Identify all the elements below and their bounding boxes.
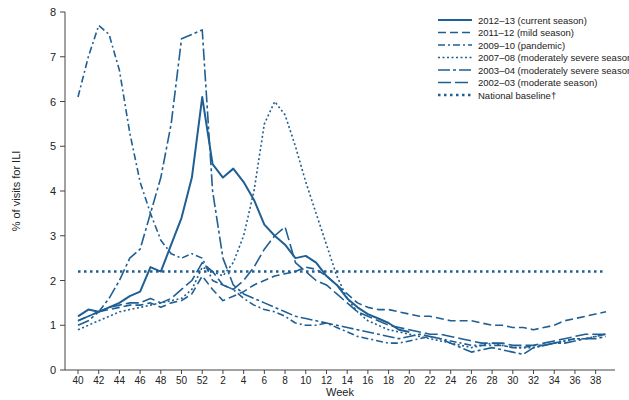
x-tick xyxy=(574,370,575,374)
x-tick-label: 18 xyxy=(383,375,395,386)
legend-swatch xyxy=(438,82,472,84)
x-tick-label: 10 xyxy=(300,375,312,386)
x-tick-label: 12 xyxy=(321,375,333,386)
x-tick-label: 46 xyxy=(135,375,147,386)
x-tick-label: 6 xyxy=(262,375,268,386)
x-tick-label: 14 xyxy=(342,375,354,386)
x-tick xyxy=(285,370,286,374)
x-axis-label: Week xyxy=(326,386,354,398)
legend-label: 2009–10 (pandemic) xyxy=(478,40,565,51)
legend-label: National baseline† xyxy=(478,90,556,101)
x-tick-label: 40 xyxy=(72,375,84,386)
x-tick xyxy=(367,370,368,374)
x-tick xyxy=(450,370,451,374)
legend-swatch xyxy=(438,57,472,59)
y-tick xyxy=(60,191,65,192)
x-tick xyxy=(409,370,410,374)
x-tick xyxy=(202,370,203,374)
legend-label: 2003–04 (moderately severe season) xyxy=(478,65,629,76)
legend-swatch xyxy=(438,32,472,34)
y-tick-label: 8 xyxy=(50,6,56,18)
legend-swatch xyxy=(438,94,472,97)
x-tick xyxy=(305,370,306,374)
legend-swatch xyxy=(438,44,472,46)
x-tick-label: 28 xyxy=(487,375,499,386)
x-tick xyxy=(119,370,120,374)
x-axis-line xyxy=(65,370,615,371)
x-tick-label: 8 xyxy=(282,375,288,386)
x-tick xyxy=(471,370,472,374)
legend-label: 2011–12 (mild season) xyxy=(478,27,574,38)
y-axis-label: % of visits for ILI xyxy=(10,151,22,232)
x-tick xyxy=(595,370,596,374)
x-tick xyxy=(533,370,534,374)
x-tick xyxy=(160,370,161,374)
x-tick-label: 36 xyxy=(569,375,581,386)
x-tick xyxy=(264,370,265,374)
x-tick-label: 48 xyxy=(155,375,167,386)
legend-swatch xyxy=(438,19,472,21)
series-line xyxy=(78,267,606,330)
x-tick xyxy=(430,370,431,374)
x-tick-label: 30 xyxy=(507,375,519,386)
x-tick-label: 4 xyxy=(241,375,247,386)
y-tick xyxy=(60,235,65,236)
y-tick xyxy=(60,56,65,57)
x-tick xyxy=(140,370,141,374)
y-tick xyxy=(60,146,65,147)
y-tick-label: 3 xyxy=(50,230,56,242)
legend-label: 2002–03 (moderate season) xyxy=(478,77,597,88)
x-tick-label: 26 xyxy=(466,375,478,386)
x-tick-label: 32 xyxy=(528,375,540,386)
x-tick-label: 44 xyxy=(114,375,126,386)
legend-label: 2007–08 (moderately severe season) xyxy=(478,52,629,63)
series-line xyxy=(78,97,409,332)
x-tick-label: 20 xyxy=(404,375,416,386)
legend-swatch xyxy=(438,69,472,71)
x-tick-label: 52 xyxy=(197,375,209,386)
x-tick-label: 16 xyxy=(362,375,374,386)
y-tick-label: 0 xyxy=(50,364,56,376)
legend: 2012–13 (current season)2011–12 (mild se… xyxy=(438,15,629,101)
series-line xyxy=(78,102,606,348)
y-tick-label: 2 xyxy=(50,275,56,287)
y-tick-label: 7 xyxy=(50,51,56,63)
x-tick-label: 38 xyxy=(590,375,602,386)
x-tick-label: 50 xyxy=(176,375,188,386)
y-tick xyxy=(60,101,65,102)
x-tick xyxy=(98,370,99,374)
x-tick xyxy=(181,370,182,374)
chart: 0123456784042444648505224681012141618202… xyxy=(0,0,629,400)
series-line xyxy=(78,227,606,346)
x-tick xyxy=(326,370,327,374)
x-tick xyxy=(388,370,389,374)
x-tick xyxy=(512,370,513,374)
x-tick-label: 34 xyxy=(549,375,561,386)
x-tick xyxy=(554,370,555,374)
x-tick xyxy=(78,370,79,374)
x-tick-label: 2 xyxy=(220,375,226,386)
x-tick xyxy=(347,370,348,374)
y-tick xyxy=(60,370,65,371)
x-tick xyxy=(492,370,493,374)
y-tick xyxy=(60,12,65,13)
y-tick-label: 5 xyxy=(50,140,56,152)
x-tick xyxy=(222,370,223,374)
series-line xyxy=(78,30,606,354)
legend-label: 2012–13 (current season) xyxy=(478,15,587,26)
y-tick-label: 6 xyxy=(50,96,56,108)
y-tick xyxy=(60,280,65,281)
x-tick-label: 24 xyxy=(445,375,457,386)
x-tick xyxy=(243,370,244,374)
x-tick-label: 42 xyxy=(93,375,105,386)
y-tick-label: 4 xyxy=(50,185,56,197)
y-tick xyxy=(60,325,65,326)
x-tick-label: 22 xyxy=(424,375,436,386)
y-tick-label: 1 xyxy=(50,319,56,331)
